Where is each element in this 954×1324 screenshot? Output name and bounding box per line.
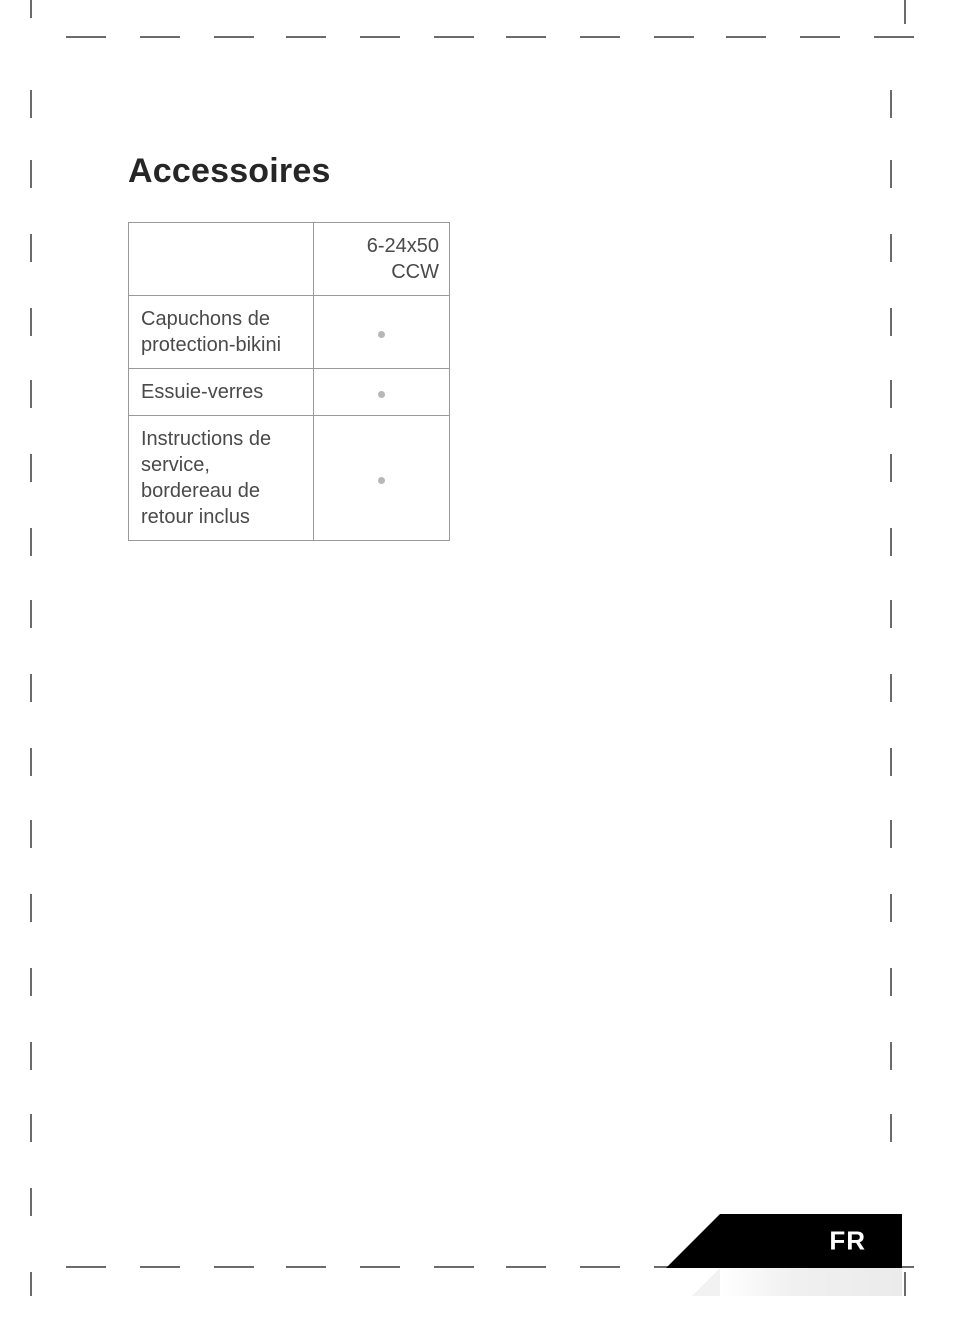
crop-tick (30, 90, 32, 118)
crop-dash (360, 36, 400, 38)
crop-corner (30, 0, 32, 18)
crop-tick (30, 308, 32, 336)
crop-tick (890, 308, 892, 336)
bullet-icon (378, 391, 385, 398)
crop-dash (506, 1266, 546, 1268)
crop-dash (726, 36, 766, 38)
crop-corner (30, 1272, 32, 1296)
crop-tick (30, 820, 32, 848)
accessory-label: Capuchons de protection-bikini (129, 296, 314, 369)
accessories-table: 6-24x50 CCW Capuchons de protection-biki… (128, 222, 450, 541)
accessory-included (313, 296, 450, 369)
crop-dash (800, 36, 840, 38)
crop-dash (434, 1266, 474, 1268)
crop-tick (30, 968, 32, 996)
language-code: FR (829, 1226, 866, 1257)
table-row: Essuie-verres (129, 369, 450, 416)
crop-dash (360, 1266, 400, 1268)
page-title: Accessoires (128, 152, 331, 191)
crop-tick (890, 968, 892, 996)
language-tab-shadow (720, 1268, 902, 1296)
accessory-label: Instructions de service, bordereau de re… (129, 416, 314, 541)
crop-tick (890, 600, 892, 628)
table-row: Capuchons de protection-bikini (129, 296, 450, 369)
crop-tick (30, 1114, 32, 1142)
crop-tick (30, 528, 32, 556)
crop-tick (890, 820, 892, 848)
table-header-blank (129, 223, 314, 296)
crop-tick (30, 454, 32, 482)
crop-tick (30, 674, 32, 702)
crop-dash (140, 1266, 180, 1268)
table-header-row: 6-24x50 CCW (129, 223, 450, 296)
accessory-included (313, 416, 450, 541)
crop-tick (30, 600, 32, 628)
bullet-icon (378, 331, 385, 338)
crop-dash (580, 1266, 620, 1268)
crop-tick (30, 748, 32, 776)
accessory-label: Essuie-verres (129, 369, 314, 416)
crop-dash (874, 36, 914, 38)
crop-tick (30, 1042, 32, 1070)
crop-tick (890, 894, 892, 922)
crop-dash (66, 1266, 106, 1268)
crop-dash (434, 36, 474, 38)
crop-corner (904, 0, 906, 24)
crop-corner (904, 1272, 906, 1296)
accessory-included (313, 369, 450, 416)
crop-dash (580, 36, 620, 38)
crop-dash (214, 1266, 254, 1268)
crop-tick (890, 454, 892, 482)
crop-dash (286, 36, 326, 38)
language-tab: FR (720, 1214, 902, 1268)
crop-tick (890, 674, 892, 702)
table-header-model: 6-24x50 CCW (313, 223, 450, 296)
crop-tick (890, 528, 892, 556)
crop-tick (890, 1114, 892, 1142)
crop-tick (890, 234, 892, 262)
crop-tick (890, 160, 892, 188)
bullet-icon (378, 477, 385, 484)
crop-tick (30, 380, 32, 408)
crop-tick (30, 894, 32, 922)
crop-dash (214, 36, 254, 38)
crop-tick (890, 90, 892, 118)
crop-tick (890, 748, 892, 776)
crop-tick (890, 1042, 892, 1070)
crop-tick (30, 160, 32, 188)
crop-dash (654, 36, 694, 38)
crop-dash (506, 36, 546, 38)
crop-dash (286, 1266, 326, 1268)
crop-tick (30, 1188, 32, 1216)
table-row: Instructions de service, bordereau de re… (129, 416, 450, 541)
crop-tick (30, 234, 32, 262)
crop-dash (66, 36, 106, 38)
crop-dash (140, 36, 180, 38)
crop-tick (890, 380, 892, 408)
